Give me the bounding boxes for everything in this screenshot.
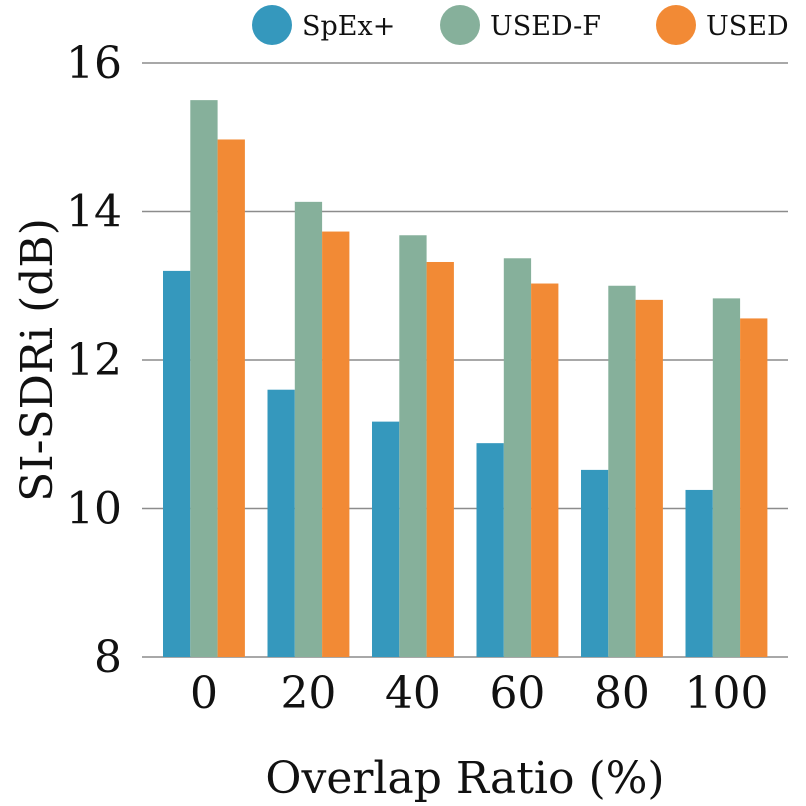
y-tick-label: 16 <box>66 38 122 89</box>
y-tick-label: 10 <box>66 484 122 535</box>
y-tick-labels: 8 10 12 14 16 <box>66 38 122 683</box>
legend-label: USED <box>706 11 789 42</box>
bar-spex--20 <box>267 389 295 657</box>
bar-spex--40 <box>372 421 400 657</box>
bar-used-f-100 <box>712 298 741 657</box>
bar-used-f-40 <box>399 235 427 657</box>
y-tick-label: 12 <box>66 335 122 386</box>
bar-used-f-80 <box>608 285 636 657</box>
x-tick-labels: 0 20 40 60 80 100 <box>190 668 768 719</box>
legend-swatch <box>656 5 696 45</box>
y-axis-title: SI-SDRi (dB) <box>12 218 63 502</box>
bar-used-20 <box>322 231 350 658</box>
bar-used-0 <box>217 139 245 658</box>
bars-layer <box>163 100 768 658</box>
x-tick-label: 100 <box>684 668 768 719</box>
bar-used-80 <box>635 299 663 657</box>
bar-used-60 <box>531 283 559 657</box>
bar-used-f-60 <box>503 258 532 657</box>
legend-swatch <box>252 5 292 45</box>
x-tick-label: 60 <box>489 668 545 719</box>
legend: SpEx+ USED-F USED <box>252 5 789 45</box>
x-tick-label: 40 <box>385 668 441 719</box>
x-tick-label: 0 <box>190 668 218 719</box>
y-tick-label: 14 <box>66 187 122 238</box>
bar-used-f-20 <box>294 201 323 657</box>
x-axis-title: Overlap Ratio (%) <box>265 753 664 804</box>
legend-label: USED-F <box>490 11 601 42</box>
legend-swatch <box>440 5 480 45</box>
grid-layer <box>142 62 788 658</box>
bar-spex--100 <box>685 489 713 657</box>
bar-spex--60 <box>476 443 504 657</box>
bar-used-f-0 <box>190 100 218 657</box>
x-tick-label: 20 <box>280 668 336 719</box>
bar-spex--80 <box>581 469 609 657</box>
legend-label: SpEx+ <box>302 11 395 42</box>
x-tick-label: 80 <box>594 668 650 719</box>
bar-used-100 <box>740 318 768 657</box>
bar-used-40 <box>426 261 454 657</box>
bar-spex--0 <box>163 270 191 657</box>
y-tick-label: 8 <box>94 632 122 683</box>
